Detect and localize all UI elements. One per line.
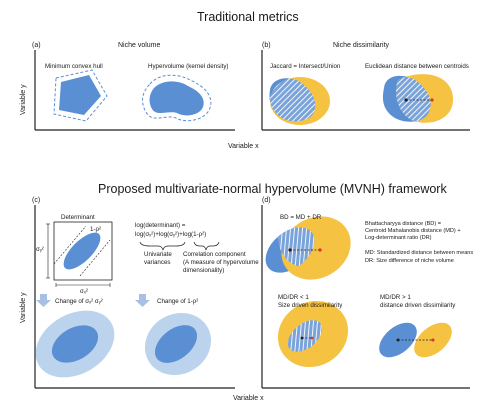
jaccard-label: Jaccard = Intersect/Union <box>270 63 341 70</box>
logdet-line-2: log(σₓ²)+log(σᵧ²)+log(1-ρ²) <box>135 231 207 238</box>
variance-change-ellipses <box>35 310 115 378</box>
hypervolume-label: Hypervolume (kernel density) <box>148 63 229 70</box>
panel-b-label: (b) <box>262 42 271 49</box>
correlation-line-2: (A measure of hypervolume <box>183 259 259 266</box>
panel-a-label: (a) <box>32 42 41 49</box>
bottom-y-axis-label: Variable y <box>20 292 27 323</box>
correlation-line-3: dimensionality) <box>183 267 225 274</box>
top-title: Traditional metrics <box>197 10 299 24</box>
bd-definition-2: Centroid Mahalanobis distance (MD) + <box>365 228 461 234</box>
distance-driven-label: distance driven dissimilarity <box>380 302 456 309</box>
change-variance-label: Change of σₓ² σᵧ² <box>55 298 103 305</box>
axis-d <box>261 205 470 389</box>
axis-a <box>34 50 235 131</box>
univariate-line-1: Univariate <box>144 251 172 258</box>
convex-hull-label: Minimum convex hull <box>45 63 103 70</box>
niche-dissimilarity-heading: Niche dissimilarity <box>333 42 390 49</box>
kernel-hypervolume-shape <box>142 74 212 122</box>
size-driven-label: Size driven dissimilarity <box>278 302 343 309</box>
panel-c-label: (c) <box>32 197 41 204</box>
md-definition: MD: Standardized distance between means <box>365 250 474 256</box>
bd-definition-3: Log-determinant ratio (DR) <box>365 235 432 241</box>
univariate-line-2: variances <box>144 259 171 266</box>
bd-equation: BD = MD + DR <box>280 214 322 221</box>
dr-definition: DR: Size difference of niche volume <box>365 258 454 264</box>
logdet-line-1: log(determinant) = <box>135 222 186 229</box>
bottom-title: Proposed multivariate-normal hypervolume… <box>98 182 447 196</box>
euclidean-shapes <box>382 74 454 123</box>
axis-b <box>261 50 470 131</box>
sigma-x-label: σₓ² <box>80 288 88 295</box>
top-x-axis-label: Variable x <box>228 143 259 150</box>
distance-driven-ellipses <box>379 322 452 358</box>
euclidean-label: Euclidean distance between centroids <box>365 63 469 70</box>
jaccard-shapes <box>269 77 330 125</box>
size-driven-ratio: MD/DR < 1 <box>278 294 309 301</box>
bd-definition-1: Bhattacharyya distance (BD) = <box>365 221 442 227</box>
sigma-y-label: σᵧ² <box>36 246 44 253</box>
niche-volume-heading: Niche volume <box>118 42 161 49</box>
bd-ellipses <box>265 216 351 280</box>
top-y-axis-label: Variable y <box>20 84 27 115</box>
one-minus-rho-label: 1-ρ² <box>90 226 102 233</box>
size-driven-ellipses <box>277 300 349 368</box>
correlation-line-1: Correlation component <box>183 251 246 258</box>
determinant-label: Determinant <box>61 214 95 221</box>
axis-c <box>34 205 235 389</box>
correlation-change-ellipses <box>144 312 212 376</box>
determinant-box <box>46 221 113 287</box>
change-rho-label: Change of 1-ρ² <box>157 298 199 305</box>
bottom-x-axis-label: Variable x <box>233 395 264 402</box>
braces <box>139 241 220 251</box>
convex-hull-shape <box>53 69 108 122</box>
panel-d-label: (d) <box>262 197 271 204</box>
distance-driven-ratio: MD/DR > 1 <box>380 294 411 301</box>
down-arrow-icon <box>36 294 150 307</box>
